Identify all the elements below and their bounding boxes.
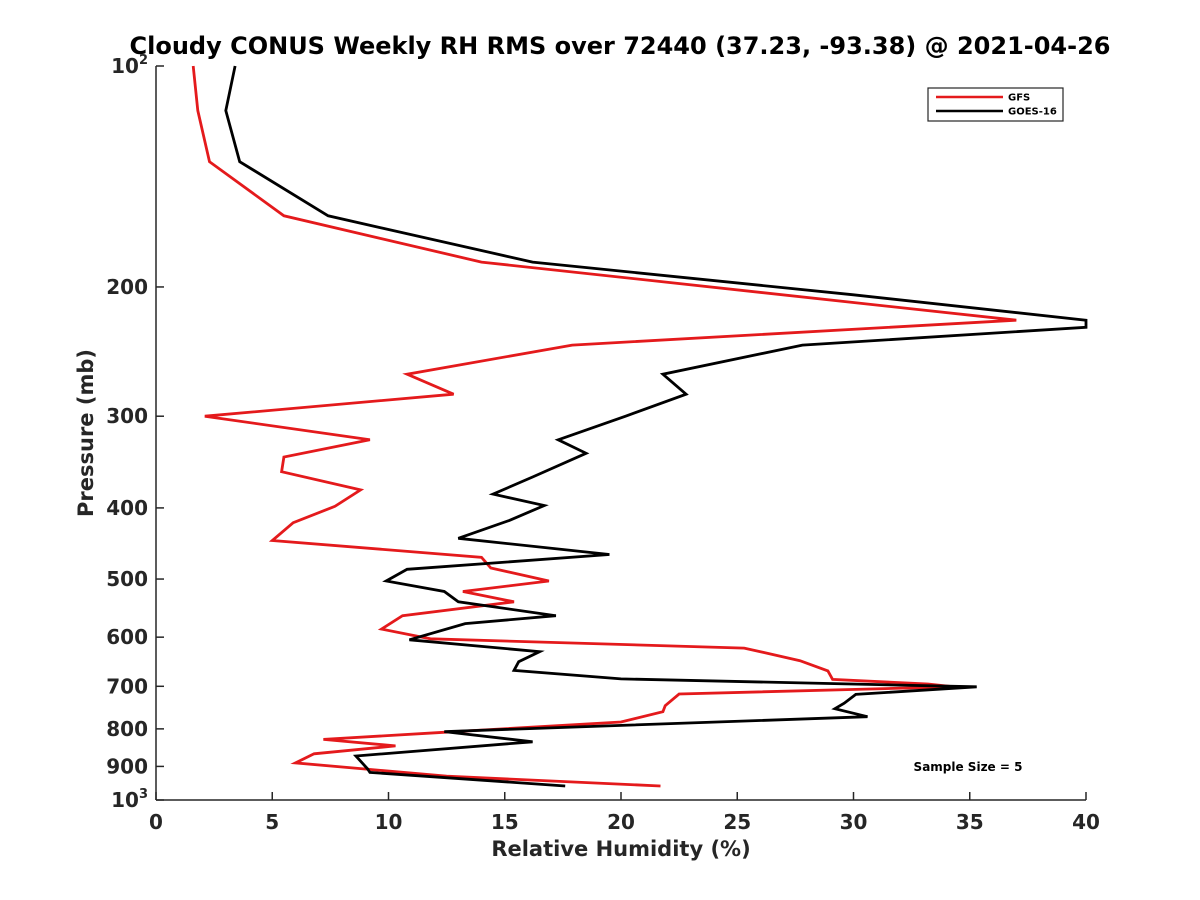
y-tick-label: 500 — [106, 567, 148, 591]
y-tick-label: 900 — [106, 754, 148, 778]
y-tick-label: 800 — [106, 717, 148, 741]
x-tick-label: 35 — [956, 810, 984, 834]
legend-items: GFS GOES-16 — [936, 93, 1057, 118]
y-axis-label: Pressure (mb) — [74, 349, 98, 517]
chart-title: Cloudy CONUS Weekly RH RMS over 72440 (3… — [130, 32, 1111, 60]
y-tick-label: 700 — [106, 674, 148, 698]
series-layer — [191, 65, 1088, 788]
series-line-gfs — [191, 65, 1017, 788]
x-tick-label: 25 — [723, 810, 751, 834]
legend-box — [927, 87, 1064, 122]
legend: GFS GOES-16 — [927, 87, 1064, 122]
y-tick-label-exponent: 3 — [139, 787, 148, 802]
x-ticks: 0 5 10 15 20 25 30 35 40 — [149, 792, 1100, 834]
x-tick-label: 5 — [265, 810, 279, 834]
series-line-goes-16 — [224, 65, 1088, 788]
x-tick-label: 20 — [607, 810, 635, 834]
x-tick-label: 40 — [1072, 810, 1100, 834]
x-tick-label: 15 — [491, 810, 519, 834]
legend-label: GOES-16 — [1008, 107, 1057, 118]
y-tick-label-base: 10 — [111, 54, 139, 78]
sample-size-annotation: Sample Size = 5 — [914, 760, 1023, 774]
y-tick-label: 200 — [106, 275, 148, 299]
y-tick-label: 102 — [111, 53, 148, 78]
y-tick-label: 300 — [106, 404, 148, 428]
x-tick-label: 10 — [375, 810, 403, 834]
y-tick-label-exponent: 2 — [139, 53, 148, 68]
legend-label: GFS — [1008, 93, 1030, 104]
y-tick-label: 600 — [106, 625, 148, 649]
y-tick-label-base: 10 — [111, 788, 139, 812]
y-tick-label: 103 — [111, 787, 148, 812]
x-tick-label: 0 — [149, 810, 163, 834]
x-axis-label: Relative Humidity (%) — [491, 837, 750, 861]
x-tick-label: 30 — [840, 810, 868, 834]
y-tick-label: 400 — [106, 496, 148, 520]
